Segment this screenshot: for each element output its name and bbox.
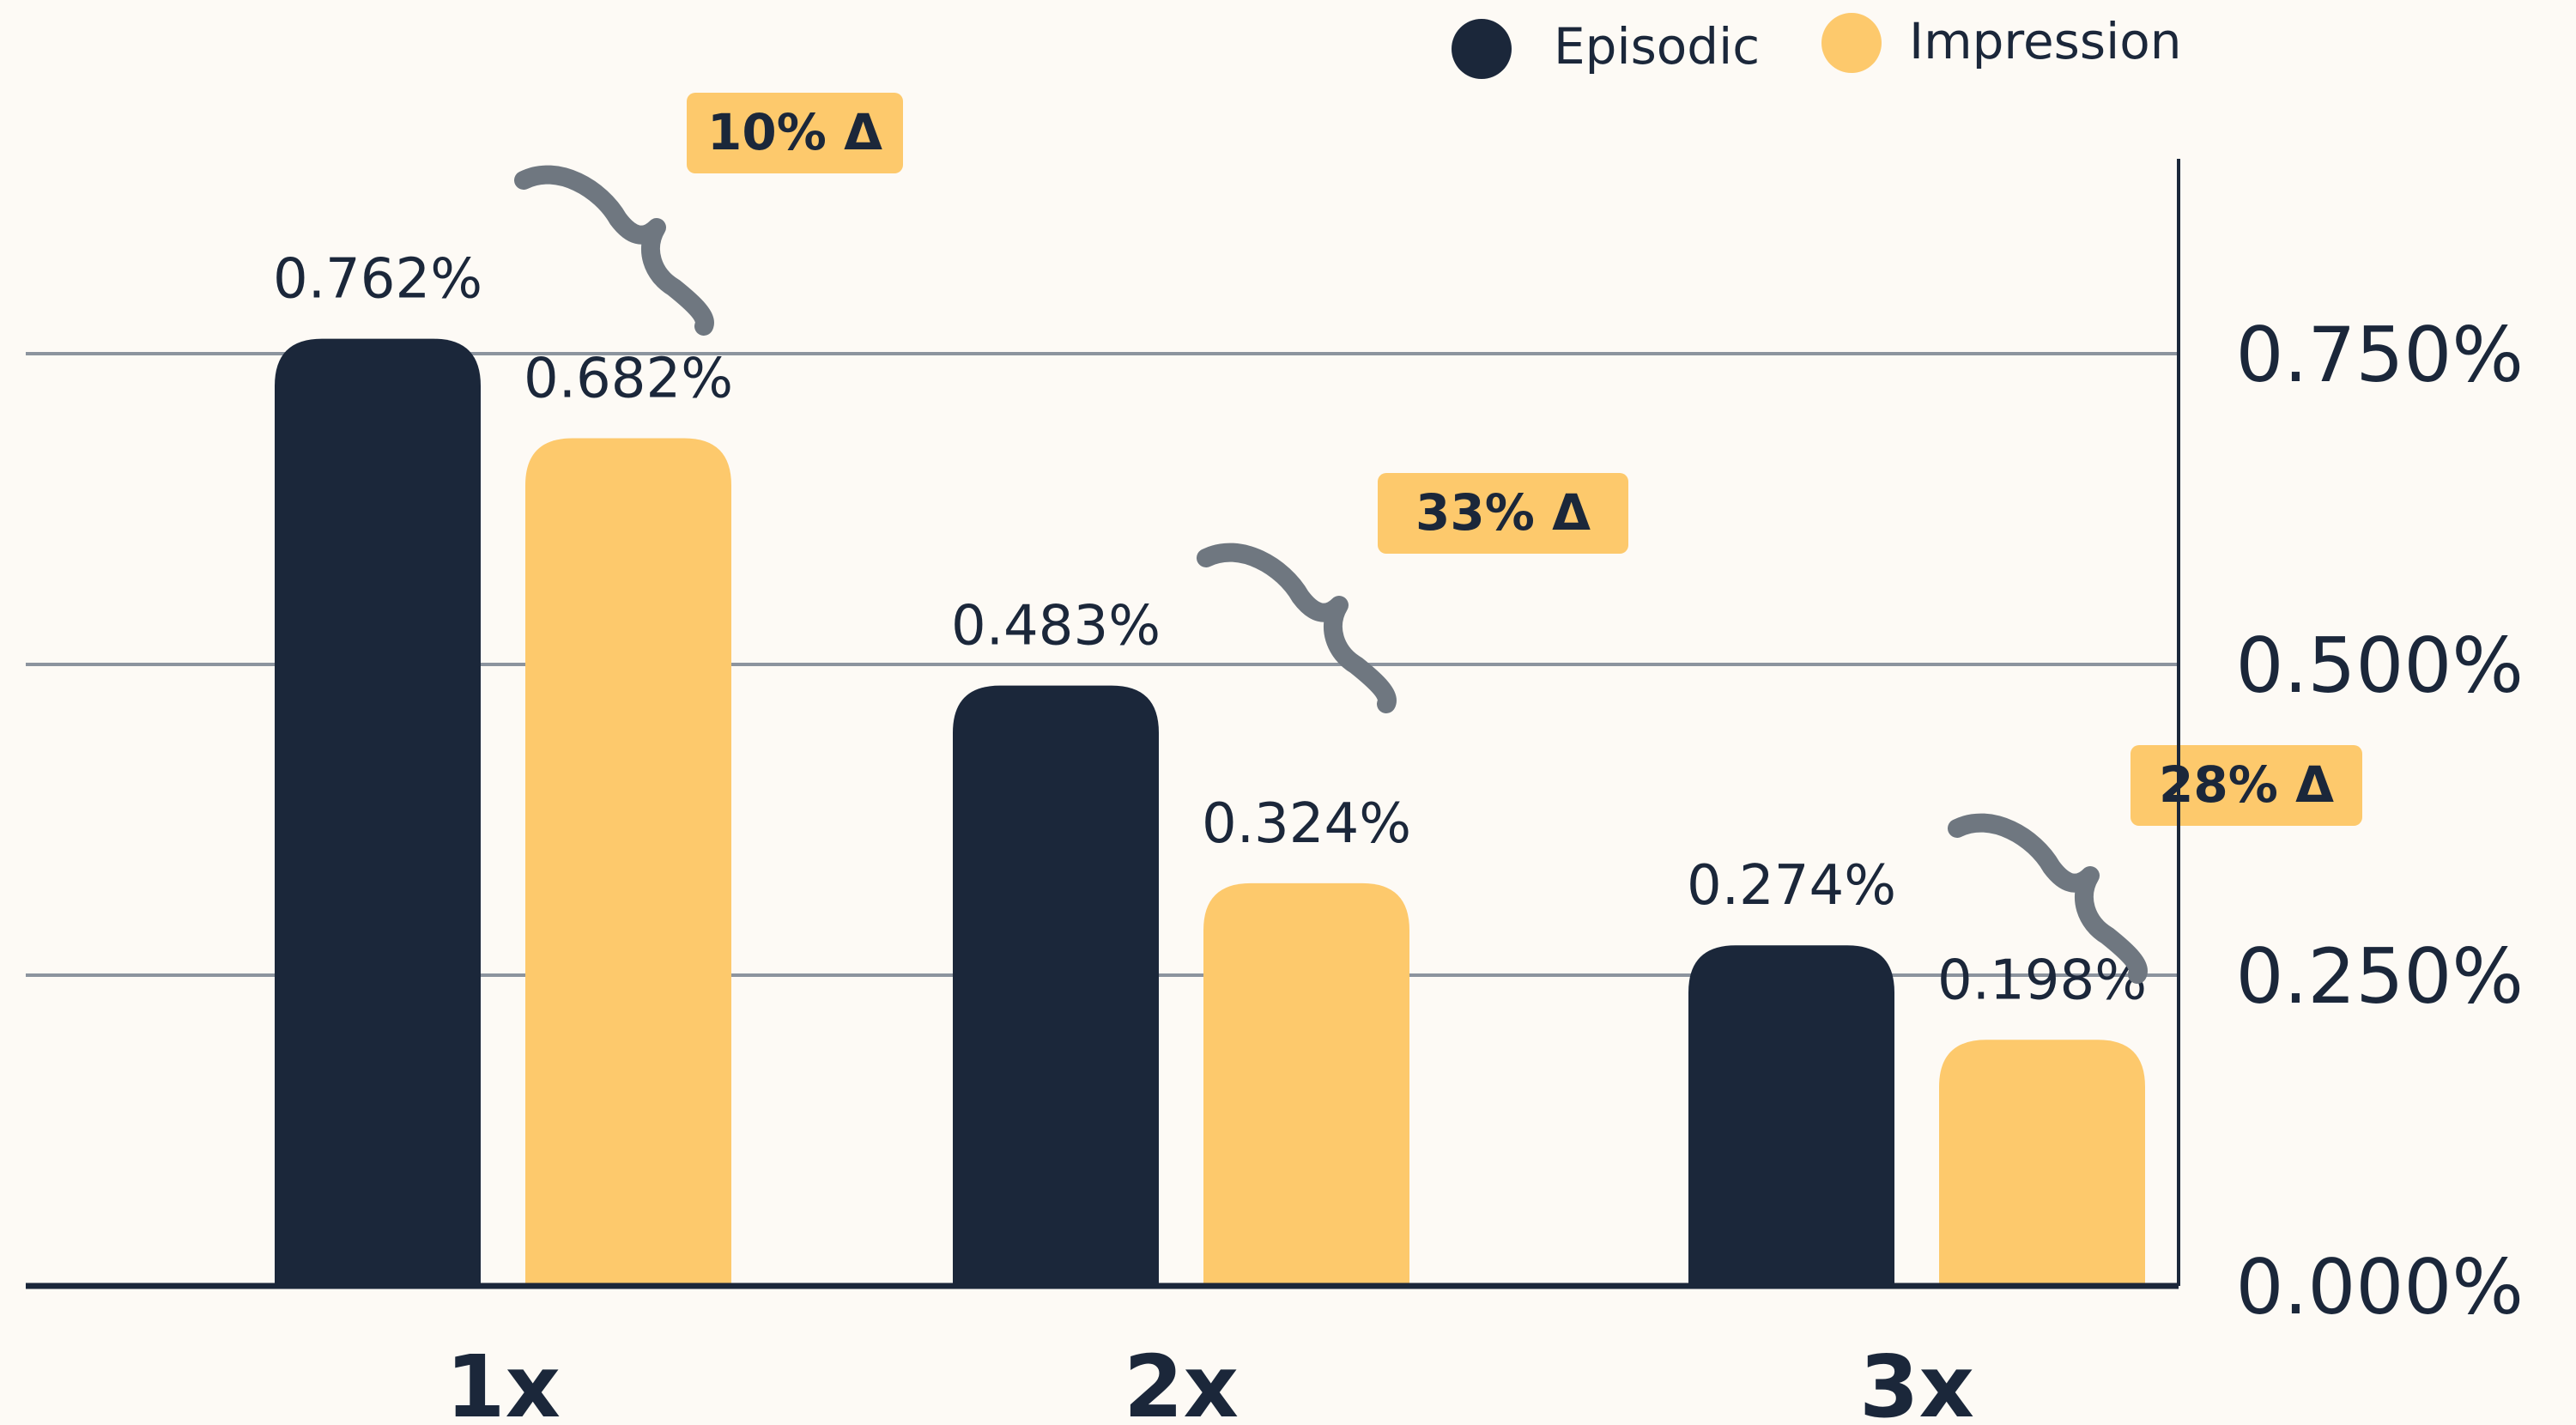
value-label: 0.274% bbox=[1687, 854, 1896, 918]
delta-badge bbox=[687, 93, 903, 173]
value-label: 0.198% bbox=[1937, 949, 2147, 1012]
legend-label-episodic: Episodic bbox=[1554, 17, 1760, 76]
y-tick-label: 0.500% bbox=[2235, 622, 2524, 710]
category-label: 1x bbox=[445, 1337, 561, 1425]
delta-label: 33% Δ bbox=[1415, 483, 1591, 542]
delta-label: 10% Δ bbox=[707, 103, 882, 161]
legend-swatch-impression bbox=[1821, 13, 1882, 73]
annotations: 10% Δ 33% Δ 28% Δ bbox=[514, 93, 2362, 984]
value-label: 0.682% bbox=[524, 347, 733, 410]
category-label: 3x bbox=[1859, 1337, 1974, 1425]
legend-label-impression: Impression bbox=[1909, 12, 2181, 70]
y-tick-label: 0.750% bbox=[2235, 311, 2524, 399]
bar-episodic-2x bbox=[953, 685, 1159, 1286]
legend-swatch-episodic bbox=[1452, 19, 1512, 79]
category-label: 2x bbox=[1124, 1337, 1239, 1425]
delta-badge bbox=[1378, 473, 1628, 554]
bar-impression-1x bbox=[525, 438, 731, 1286]
bar-episodic-1x bbox=[275, 338, 481, 1286]
axes: 1x 2x 3x 0.000% 0.250% 0.500% 0.750% bbox=[26, 159, 2524, 1425]
delta-brace bbox=[1197, 543, 1397, 713]
delta-badge bbox=[2131, 745, 2362, 826]
value-label: 0.762% bbox=[273, 248, 482, 312]
bar-episodic-3x bbox=[1688, 945, 1894, 1286]
delta-brace bbox=[514, 165, 714, 336]
value-label: 0.324% bbox=[1202, 792, 1411, 856]
delta-brace bbox=[1948, 813, 2148, 984]
bar-impression-3x bbox=[1939, 1040, 2145, 1286]
y-tick-label: 0.250% bbox=[2235, 932, 2524, 1021]
data-labels: 0.762% 0.682% 0.483% 0.324% 0.274% 0.198% bbox=[273, 248, 2147, 1013]
bar-impression-2x bbox=[1203, 882, 1409, 1286]
y-tick-label: 0.000% bbox=[2235, 1243, 2524, 1331]
bars bbox=[275, 338, 2145, 1286]
delta-label: 28% Δ bbox=[2159, 755, 2334, 814]
legend: Episodic Impression bbox=[1452, 12, 2181, 79]
value-label: 0.483% bbox=[951, 595, 1161, 658]
